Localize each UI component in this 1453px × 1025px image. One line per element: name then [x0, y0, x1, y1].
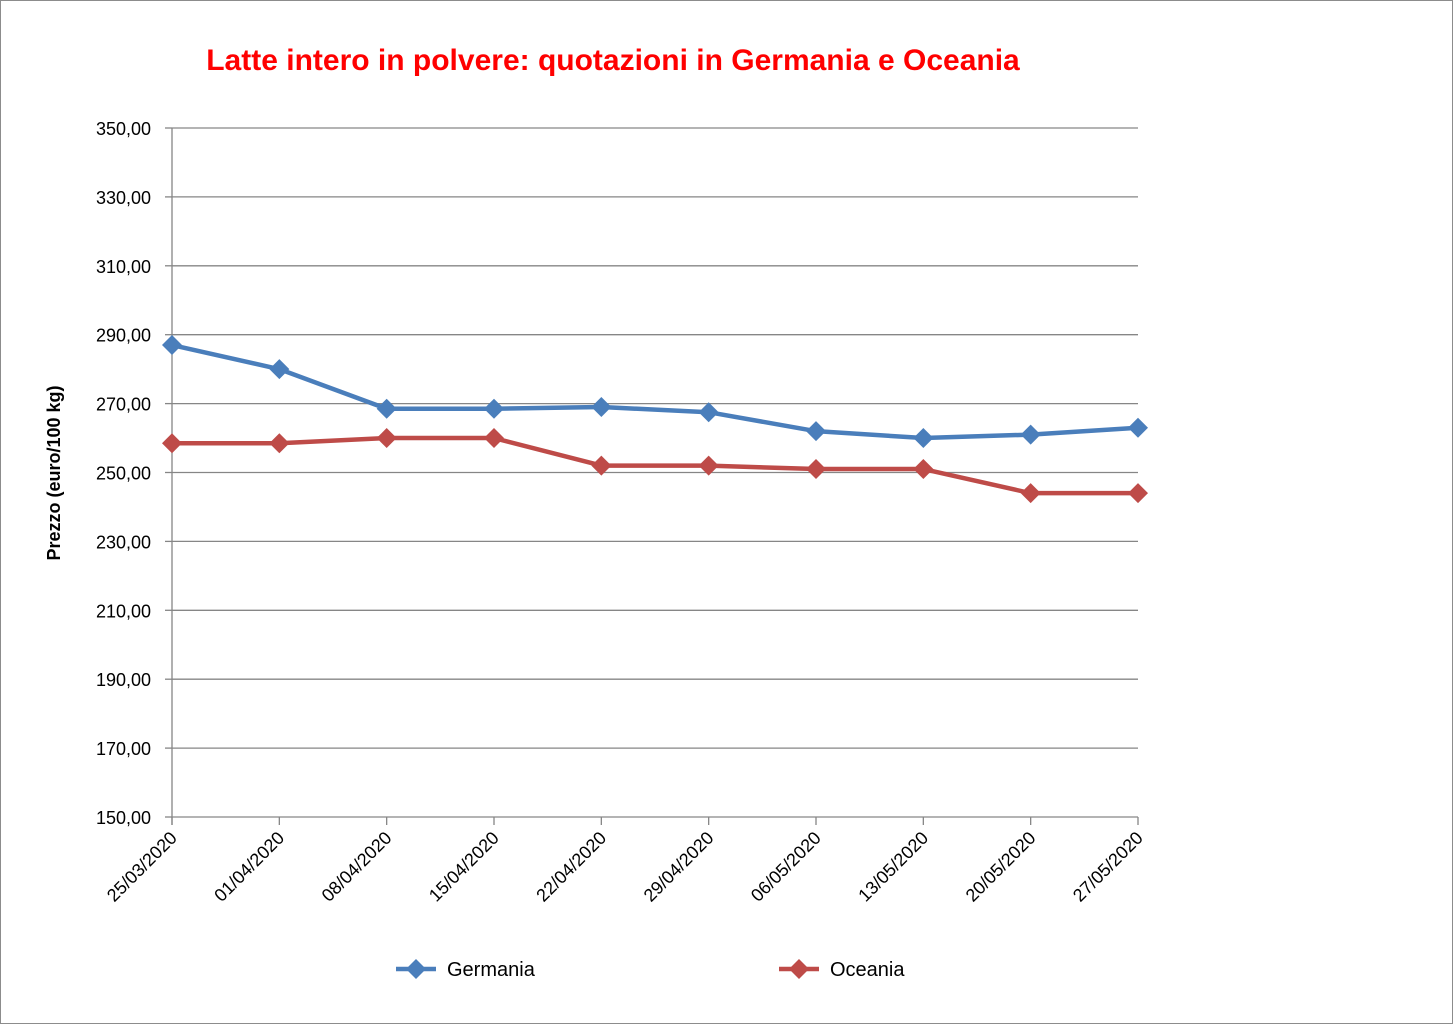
data-point [913, 459, 934, 480]
data-point [1128, 417, 1148, 438]
y-tick-label: 310,00 [96, 257, 151, 277]
data-point [269, 433, 290, 454]
gridlines [172, 127, 1138, 749]
data-point [806, 421, 826, 442]
series-line-oceania [172, 435, 1138, 496]
legend: Germania Oceania [396, 959, 905, 981]
legend-item-germania: Germania [396, 959, 536, 981]
series-layer [162, 335, 1148, 504]
y-tick-label: 350,00 [96, 119, 151, 139]
x-tick-label: 22/04/2020 [532, 828, 610, 906]
data-point [162, 335, 182, 356]
x-tick-label: 13/05/2020 [854, 828, 932, 906]
legend-label: Germania [447, 959, 536, 981]
y-tick-label: 250,00 [96, 464, 151, 484]
axes: 150,00 170,00 190,00 210,00 230,00 250,00 270,… [96, 119, 1147, 906]
data-point [806, 459, 826, 480]
series-line-germania [171, 342, 1139, 441]
x-tick-label: 06/05/2020 [747, 828, 825, 906]
x-tick-label: 25/03/2020 [103, 828, 181, 906]
x-tick-label: 01/04/2020 [210, 828, 288, 906]
data-point [1020, 424, 1041, 445]
data-point [698, 402, 719, 423]
data-point [269, 359, 290, 380]
data-point [1128, 483, 1148, 504]
data-point [484, 398, 504, 419]
y-tick-label: 150,00 [96, 808, 151, 828]
x-tick-label: 08/04/2020 [318, 828, 396, 906]
data-point [376, 428, 397, 449]
data-point [484, 428, 504, 449]
y-tick-label: 170,00 [96, 739, 151, 759]
data-point [162, 433, 182, 454]
x-tick-label: 15/04/2020 [425, 828, 503, 906]
series-oceania [162, 428, 1148, 504]
data-point [913, 428, 934, 449]
y-axis-label: Prezzo (euro/100 kg) [44, 385, 64, 560]
data-point [591, 397, 612, 418]
data-point [591, 455, 612, 476]
x-tick-label: 27/05/2020 [1069, 828, 1147, 906]
data-point [1020, 483, 1041, 504]
data-point [698, 455, 719, 476]
x-tick-label: 20/05/2020 [962, 828, 1040, 906]
y-tick-label: 270,00 [96, 395, 151, 415]
chart-title: Latte intero in polvere: quotazioni in G… [206, 44, 1020, 77]
y-tick-label: 330,00 [96, 188, 151, 208]
x-tick-label: 29/04/2020 [640, 828, 718, 906]
data-point [376, 398, 397, 419]
y-tick-label: 210,00 [96, 601, 151, 621]
y-tick-label: 290,00 [96, 326, 151, 346]
legend-item-oceania: Oceania [779, 959, 905, 981]
y-tick-label: 190,00 [96, 670, 151, 690]
legend-swatch-marker [789, 959, 809, 979]
series-germania [162, 335, 1148, 449]
legend-swatch-marker [406, 959, 426, 979]
legend-label: Oceania [830, 959, 905, 981]
y-tick-label: 230,00 [96, 532, 151, 552]
